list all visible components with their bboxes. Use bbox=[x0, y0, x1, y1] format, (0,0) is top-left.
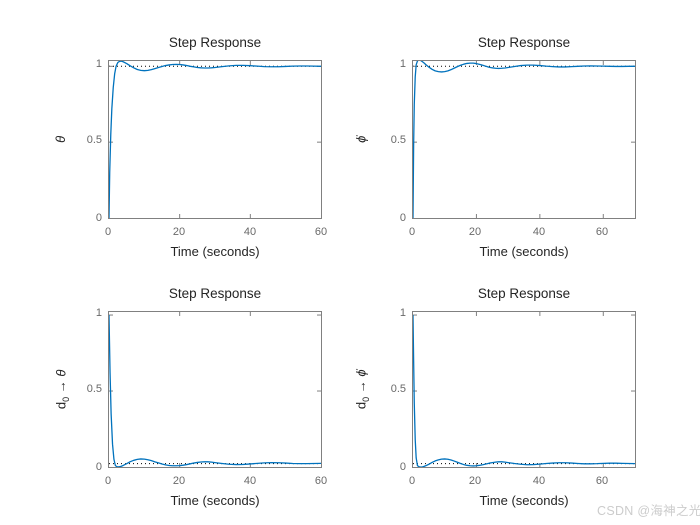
x-tick-label: 40 bbox=[243, 475, 257, 487]
x-tick-label: 20 bbox=[468, 475, 482, 487]
y-tick-label: 0 bbox=[95, 212, 102, 224]
axes-box bbox=[412, 60, 636, 219]
x-tick-label: 60 bbox=[595, 226, 609, 238]
axes-box bbox=[108, 311, 322, 468]
y-tick-label: 1 bbox=[95, 58, 102, 70]
x-tick-label: 20 bbox=[172, 226, 186, 238]
arrow-glyph: → bbox=[353, 376, 369, 398]
y-tick-label: 1 bbox=[95, 307, 102, 319]
y-tick-label: 0.5 bbox=[390, 134, 406, 146]
y-tick-label: 0 bbox=[399, 212, 406, 224]
y-tick-label: 1 bbox=[399, 307, 406, 319]
y-tick-label: 1 bbox=[399, 58, 406, 70]
y-tick-label: 0.5 bbox=[390, 383, 406, 395]
y-tick-label: 0.5 bbox=[86, 383, 102, 395]
step-response-curve bbox=[109, 61, 321, 218]
x-tick-label: 0 bbox=[408, 226, 416, 238]
x-tick-label: 0 bbox=[104, 475, 112, 487]
plot-title: Step Response bbox=[168, 286, 262, 301]
x-axis-label: Time (seconds) bbox=[479, 493, 569, 508]
x-tick-label: 60 bbox=[314, 475, 328, 487]
watermark: CSDN @海神之光 bbox=[597, 504, 700, 518]
y-tick-label: 0 bbox=[95, 461, 102, 473]
axes-box bbox=[108, 60, 322, 219]
step-response-curve bbox=[413, 312, 635, 467]
y-tick-label: 0.5 bbox=[86, 134, 102, 146]
step-response-curve bbox=[109, 312, 321, 467]
plot-title: Step Response bbox=[168, 35, 262, 50]
x-tick-label: 40 bbox=[532, 475, 546, 487]
x-tick-label: 40 bbox=[532, 226, 546, 238]
x-tick-label: 20 bbox=[468, 226, 482, 238]
x-axis-label: Time (seconds) bbox=[479, 244, 569, 259]
x-axis-label: Time (seconds) bbox=[170, 493, 260, 508]
y-tick-label: 0 bbox=[399, 461, 406, 473]
x-tick-label: 60 bbox=[595, 475, 609, 487]
x-tick-label: 20 bbox=[172, 475, 186, 487]
arrow-glyph: → bbox=[53, 376, 69, 398]
step-response-curve bbox=[413, 61, 635, 218]
x-axis-label: Time (seconds) bbox=[170, 244, 260, 259]
x-tick-label: 0 bbox=[104, 226, 112, 238]
x-tick-label: 60 bbox=[314, 226, 328, 238]
plot-title: Step Response bbox=[477, 286, 571, 301]
x-tick-label: 0 bbox=[408, 475, 416, 487]
x-tick-label: 40 bbox=[243, 226, 257, 238]
plot-title: Step Response bbox=[477, 35, 571, 50]
axes-box bbox=[412, 311, 636, 468]
